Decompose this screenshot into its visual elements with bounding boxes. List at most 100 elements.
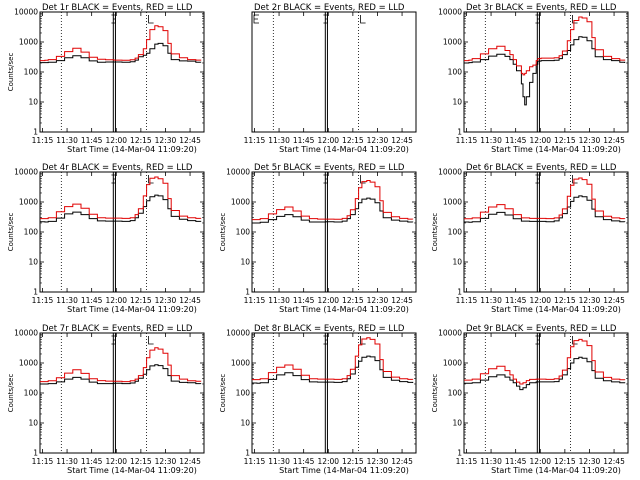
x-axis-label: Start Time (14-Mar-04 11:09:20) (279, 466, 409, 475)
y-tick-label: 100 (448, 389, 463, 398)
y-tick-label: 10 (452, 98, 462, 107)
x-tick-label: 12:00 (317, 457, 339, 466)
y-tick-label: 1 (33, 449, 38, 458)
series-lld-line (464, 338, 626, 385)
interval-marker (323, 335, 328, 345)
interval-marker (148, 336, 154, 345)
y-tick-label: 1000 (19, 359, 38, 368)
y-tick-label: 10 (240, 258, 250, 267)
y-tick-label: 100 (24, 68, 39, 77)
interval-marker (360, 175, 366, 184)
interval-marker (360, 336, 366, 345)
panel-det-3: Det 3r BLACK = Events, RED = LLD 1 10 100 10… (438, 3, 629, 154)
interval-marker (572, 175, 578, 184)
plot-frame (39, 11, 205, 133)
interval-marker (572, 336, 578, 345)
x-tick-label: 12:45 (603, 457, 625, 466)
y-tick-label: 1 (457, 128, 462, 137)
series-lld-line (252, 180, 414, 221)
y-tick-label: 1 (33, 288, 38, 297)
series-lld-line (464, 177, 626, 220)
series-events-line (252, 197, 414, 224)
x-tick-label: 12:45 (179, 296, 201, 305)
interval-marker (253, 14, 259, 24)
x-tick-label: 12:15 (554, 296, 576, 305)
panel-title: Det 4r BLACK = Events, RED = LLD (42, 163, 193, 173)
x-tick-label: 12:45 (391, 136, 413, 145)
interval-marker (360, 15, 366, 24)
y-tick-label: 100 (24, 389, 39, 398)
interval-marker (535, 14, 540, 24)
plot-frame (463, 332, 629, 454)
x-tick-label: 12:15 (342, 296, 364, 305)
plot-frame (251, 11, 417, 133)
x-tick-label: 12:00 (105, 136, 127, 145)
interval-marker (111, 335, 116, 345)
x-tick-label: 12:30 (579, 296, 601, 305)
plot-frame (39, 171, 205, 293)
x-tick-label: 11:45 (293, 136, 315, 145)
panel-title: Det 3r BLACK = Events, RED = LLD (466, 3, 617, 13)
interval-marker (535, 335, 540, 345)
panel-det-7: Det 7r BLACK = Events, RED = LLD 1 10 100 10… (7, 324, 205, 475)
series-lld-line (464, 16, 626, 76)
y-tick-label: 10 (28, 258, 38, 267)
plot-frame (463, 11, 629, 133)
x-tick-label: 11:45 (81, 457, 103, 466)
plot-frame (39, 332, 205, 454)
x-tick-label: 12:30 (367, 136, 389, 145)
series-lld-line (40, 25, 202, 62)
series-events-line (40, 194, 202, 223)
panel-title: Det 7r BLACK = Events, RED = LLD (42, 324, 193, 334)
x-tick-label: 11:45 (505, 457, 527, 466)
y-axis-label: Counts/sec (431, 374, 439, 413)
x-tick-label: 11:15 (456, 457, 478, 466)
panel-title: Det 9r BLACK = Events, RED = LLD (466, 324, 617, 334)
y-axis-label: Counts/sec (431, 213, 439, 252)
x-tick-label: 12:30 (155, 136, 177, 145)
y-tick-label: 1000 (443, 198, 462, 207)
y-tick-label: 1000 (231, 359, 250, 368)
y-tick-label: 10000 (14, 329, 38, 338)
plot-frame (251, 171, 417, 293)
y-tick-label: 10000 (226, 329, 250, 338)
y-axis-label: Counts/sec (7, 213, 15, 252)
panel-title: Det 5r BLACK = Events, RED = LLD (254, 163, 405, 173)
y-tick-label: 100 (236, 228, 251, 237)
x-axis-label: Start Time (14-Mar-04 11:09:20) (279, 145, 409, 154)
panel-title: Det 2r BLACK = Events, RED = LLD (254, 3, 405, 13)
x-tick-label: 11:45 (81, 136, 103, 145)
y-tick-label: 1000 (231, 198, 250, 207)
x-tick-label: 12:30 (367, 296, 389, 305)
x-axis-label: Start Time (14-Mar-04 11:09:20) (67, 305, 197, 314)
x-tick-label: 12:15 (342, 136, 364, 145)
plot-frame (463, 171, 629, 293)
x-axis-label: Start Time (14-Mar-04 11:09:20) (491, 145, 621, 154)
y-tick-label: 100 (448, 228, 463, 237)
x-tick-label: 12:15 (554, 457, 576, 466)
y-tick-label: 100 (236, 389, 251, 398)
interval-marker (323, 174, 328, 184)
x-tick-label: 12:30 (155, 296, 177, 305)
x-tick-label: 11:15 (32, 457, 54, 466)
x-tick-label: 12:30 (579, 136, 601, 145)
series-events-line (464, 195, 626, 223)
y-tick-label: 10 (452, 258, 462, 267)
x-tick-label: 12:30 (155, 457, 177, 466)
y-tick-label: 1000 (443, 359, 462, 368)
x-tick-label: 12:00 (529, 136, 551, 145)
x-tick-label: 12:00 (529, 296, 551, 305)
x-tick-label: 12:15 (130, 136, 152, 145)
series-lld-line (252, 337, 414, 381)
panel-det-5: Det 5r BLACK = Events, RED = LLD 1 10 100 10… (219, 163, 417, 314)
x-tick-label: 12:45 (391, 296, 413, 305)
x-tick-label: 12:45 (179, 136, 201, 145)
y-axis-label: Counts/sec (7, 53, 15, 92)
y-tick-label: 10000 (438, 329, 462, 338)
y-tick-label: 10 (28, 419, 38, 428)
x-tick-label: 11:15 (244, 457, 266, 466)
y-axis-label: Counts/sec (219, 213, 227, 252)
panel-det-1: Det 1r BLACK = Events, RED = LLD 1 10 100 10… (7, 3, 205, 154)
y-tick-label: 1 (245, 449, 250, 458)
y-tick-label: 1000 (443, 38, 462, 47)
